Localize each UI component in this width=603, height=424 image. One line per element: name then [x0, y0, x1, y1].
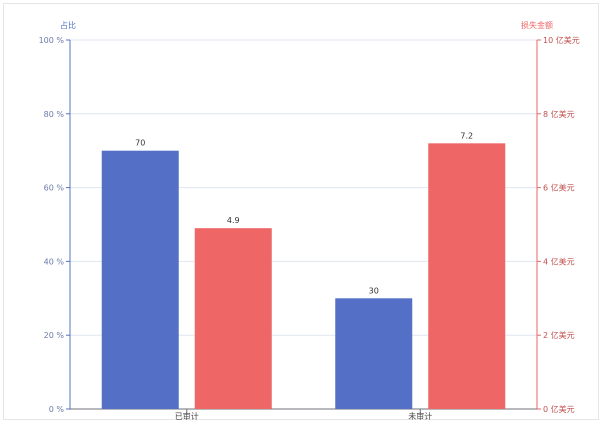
- left-tick-label: 100 %: [39, 36, 65, 45]
- left-tick-label: 20 %: [44, 331, 65, 340]
- category-label: 已审计: [175, 411, 199, 421]
- bar-share-0: [101, 150, 179, 409]
- right-tick-label: 10 亿美元: [543, 35, 580, 45]
- bar-loss-amount-0: [194, 228, 272, 409]
- left-tick-label: 60 %: [44, 184, 65, 193]
- left-axis-title: 占比: [60, 20, 76, 30]
- data-label: 7.2: [460, 131, 473, 140]
- right-tick-label: 2 亿美元: [543, 330, 575, 340]
- bars: 70 4.9 30 7.2: [101, 131, 506, 409]
- left-tick-label: 0 %: [49, 405, 65, 414]
- category-label: 未审计: [408, 411, 432, 421]
- right-tick-label: 6 亿美元: [543, 183, 575, 193]
- data-label: 4.9: [227, 216, 240, 225]
- right-tick-label: 8 亿美元: [543, 109, 575, 119]
- data-label: 30: [369, 286, 379, 295]
- left-tick-label: 80 %: [44, 110, 65, 119]
- left-axis-ticks: 0 % 20 % 40 % 60 % 80 % 100 %: [39, 36, 70, 414]
- right-axis-title: 损失金额: [521, 20, 553, 30]
- left-tick-label: 40 %: [44, 257, 65, 266]
- right-tick-label: 4 亿美元: [543, 256, 575, 266]
- right-tick-label: 0 亿美元: [543, 404, 575, 414]
- data-label: 70: [135, 139, 145, 148]
- bar-loss-amount-1: [428, 143, 506, 409]
- bar-share-1: [335, 298, 413, 409]
- right-axis-ticks: 0 亿美元 2 亿美元 4 亿美元 6 亿美元 8 亿美元 10 亿美元: [537, 35, 580, 414]
- category-labels: 已审计 未审计: [175, 409, 432, 421]
